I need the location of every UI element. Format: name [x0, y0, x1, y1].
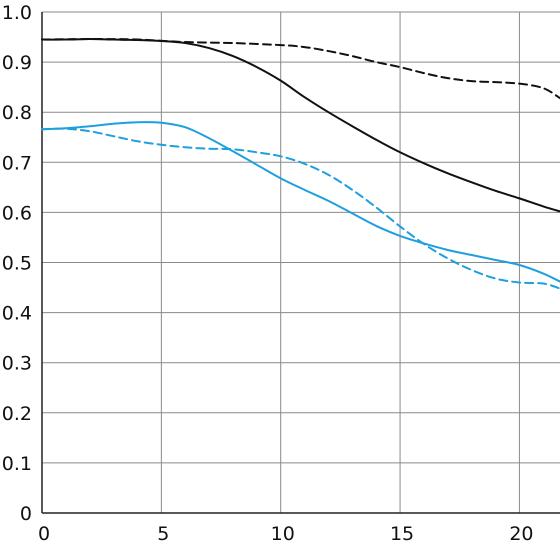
series-line-blue-dashed — [41, 127, 560, 290]
y-tick-labels: 0 0.1 0.2 0.3 0.4 0.5 0.6 0.7 0.8 0.9 1.0 — [2, 2, 32, 525]
axes — [41, 12, 560, 514]
x-tick-label: 10 — [271, 523, 295, 542]
y-tick-label: 0.5 — [2, 253, 32, 275]
y-tick-label: 1.0 — [2, 2, 32, 24]
x-tick-label: 15 — [390, 523, 414, 542]
y-tick-label: 0.7 — [2, 152, 32, 174]
y-tick-label: 0.8 — [2, 102, 32, 124]
series-group — [41, 38, 560, 290]
x-tick-label: 0 — [38, 523, 50, 542]
series-line-black-dashed — [41, 38, 560, 100]
y-tick-label: 0.2 — [2, 403, 32, 425]
y-tick-label: 0 — [20, 503, 32, 525]
series-line-blue-solid — [41, 121, 560, 283]
y-tick-label: 0.6 — [2, 202, 32, 224]
x-tick-labels: 0 5 10 15 20 — [38, 523, 534, 542]
y-tick-label: 0.9 — [2, 52, 32, 74]
series-line-black-solid — [41, 38, 560, 213]
x-tick-label: 5 — [157, 523, 169, 542]
grid — [42, 11, 560, 513]
y-tick-label: 0.3 — [2, 353, 32, 375]
y-tick-label: 0.1 — [2, 453, 32, 475]
y-tick-label: 0.4 — [2, 303, 32, 325]
x-tick-label: 20 — [509, 523, 533, 542]
